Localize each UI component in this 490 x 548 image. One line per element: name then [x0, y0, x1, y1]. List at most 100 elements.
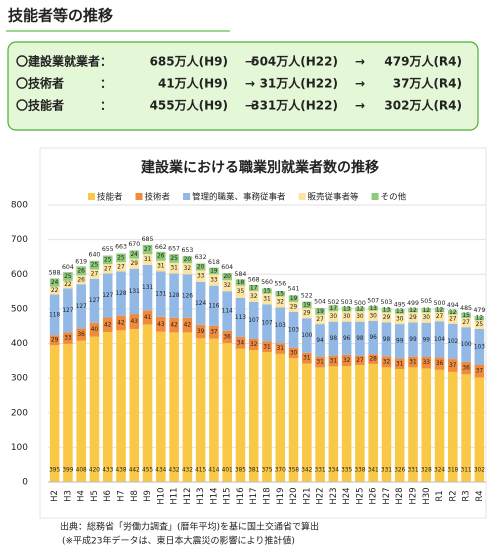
- bar-segment: [394, 358, 405, 370]
- bar-segment: [195, 270, 206, 282]
- segment-label: 30: [330, 314, 338, 320]
- page-title: 技能者等の推移: [8, 7, 113, 25]
- bar-segment: [381, 307, 392, 313]
- segment-label: 25: [117, 255, 125, 261]
- bar-segment: [195, 263, 206, 271]
- bar-segment: [381, 356, 392, 368]
- segment-label: 99: [396, 339, 404, 345]
- segment-label: 401: [222, 468, 233, 474]
- segment-label: 118: [49, 312, 60, 318]
- x-tick-label: H6: [103, 490, 113, 502]
- x-tick-label: H30: [422, 487, 432, 504]
- bar-segment: [76, 275, 86, 285]
- segment-label: 26: [157, 254, 165, 260]
- bar-segment: [328, 305, 339, 312]
- total-label: 503: [381, 299, 393, 306]
- bar-segment: [222, 291, 232, 331]
- total-label: 500: [354, 300, 366, 307]
- bar-segment: [302, 308, 312, 319]
- total-label: 663: [115, 243, 127, 250]
- segment-label: 107: [248, 318, 259, 324]
- bar-segment: [368, 320, 378, 355]
- bar-segment: [49, 335, 60, 346]
- bar-segment: [116, 253, 126, 263]
- bar-segment: [248, 290, 259, 302]
- segment-label: 12: [449, 310, 457, 316]
- bar-segment: [169, 332, 179, 482]
- segment-label: 103: [288, 327, 299, 333]
- total-label: 584: [235, 271, 247, 278]
- segment-label: 32: [343, 358, 351, 364]
- bar-segment: [461, 374, 471, 482]
- bar-segment: [182, 256, 193, 264]
- bar-segment: [182, 263, 193, 275]
- bar-segment: [209, 285, 219, 326]
- segment-label: 42: [170, 323, 178, 329]
- segment-label: 98: [356, 336, 364, 342]
- bar-segment: [315, 308, 325, 315]
- bar-segment: [182, 317, 193, 333]
- total-label: 632: [195, 254, 207, 261]
- total-label: 485: [460, 305, 472, 312]
- bar-segment: [49, 294, 60, 336]
- segment-label: 13: [396, 309, 404, 315]
- bar-segment: [195, 281, 206, 325]
- segment-label: 326: [394, 468, 405, 474]
- segment-label: 113: [235, 315, 246, 321]
- bar-segment: [368, 310, 378, 321]
- bar-segment: [421, 322, 432, 358]
- bar-segment: [142, 244, 153, 255]
- segment-label: 102: [447, 339, 458, 345]
- bar-segment: [302, 301, 312, 309]
- y-tick-label: 300: [11, 374, 28, 384]
- summary-value: 455万人(H9): [150, 98, 228, 113]
- x-tick-label: H3: [63, 490, 73, 502]
- segment-label: 116: [208, 303, 219, 309]
- bar-segment: [315, 314, 325, 325]
- segment-label: 43: [157, 322, 165, 328]
- bar-segment: [116, 315, 126, 331]
- segment-label: 37: [210, 330, 218, 336]
- segment-label: 37: [476, 369, 484, 375]
- segment-label: 31: [303, 356, 311, 362]
- total-label: 499: [407, 300, 419, 307]
- segment-label: 12: [409, 308, 417, 314]
- segment-label: 318: [447, 468, 458, 474]
- segment-label: 29: [290, 304, 298, 310]
- segment-label: 99: [423, 337, 431, 343]
- bar-segment: [156, 271, 166, 317]
- x-tick-label: H16: [236, 487, 246, 504]
- bar-segment: [195, 324, 206, 339]
- segment-label: 37: [449, 363, 457, 369]
- segment-label: 27: [117, 264, 125, 270]
- segment-label: 26: [77, 268, 85, 274]
- bar-segment: [355, 321, 365, 356]
- segment-label: 24: [51, 280, 59, 286]
- segment-label: 19: [303, 302, 311, 308]
- bar-segment: [474, 320, 485, 329]
- bar-segment: [129, 250, 140, 259]
- y-tick-label: 0: [22, 478, 28, 488]
- bar-segment: [63, 343, 73, 482]
- segment-label: 20: [184, 257, 192, 263]
- total-label: 505: [420, 298, 432, 305]
- bar-segment: [102, 255, 113, 265]
- x-tick-label: H5: [90, 490, 100, 502]
- bar-segment: [156, 251, 166, 261]
- bar-segment: [341, 311, 352, 322]
- bar-segment: [408, 322, 418, 357]
- bar-segment: [49, 345, 60, 482]
- bar-segment: [448, 359, 458, 372]
- total-label: 504: [314, 298, 326, 305]
- total-label: 503: [341, 299, 353, 306]
- bar-segment: [315, 324, 325, 357]
- bar-segment: [368, 354, 378, 364]
- x-tick-label: H15: [223, 487, 233, 504]
- segment-label: 25: [476, 322, 484, 328]
- bar-segment: [355, 355, 365, 365]
- bar-segment: [262, 352, 272, 482]
- segment-label: 27: [144, 247, 152, 253]
- bar-segment: [76, 328, 86, 341]
- segment-label: 96: [343, 336, 351, 342]
- bar-segment: [63, 288, 73, 333]
